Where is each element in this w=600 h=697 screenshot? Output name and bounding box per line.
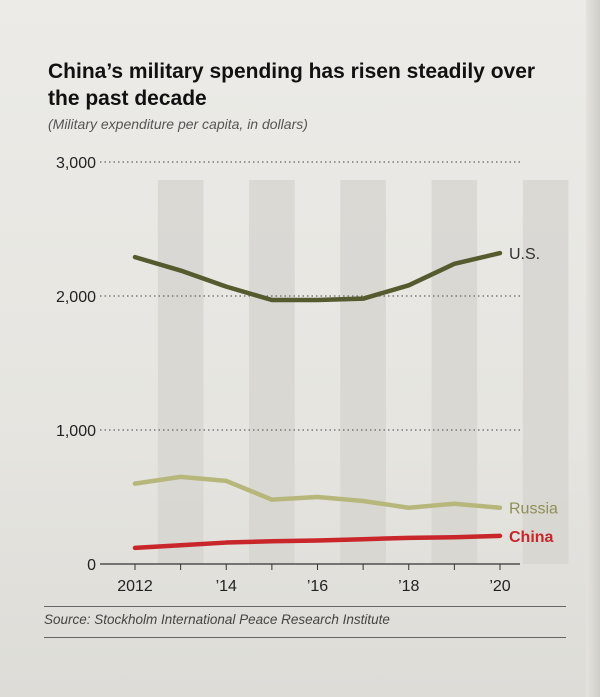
background-band xyxy=(340,180,386,564)
y-axis-ticks: 0 1,000 2,000 3,000 xyxy=(56,155,96,574)
chart-subtitle: (Military expenditure per capita, in dol… xyxy=(48,116,308,132)
x-tick-label: ’20 xyxy=(489,578,510,595)
series-line-china xyxy=(132,533,503,551)
background-band xyxy=(157,180,204,564)
series-label-us: U.S. xyxy=(509,246,540,263)
year-bands xyxy=(157,180,569,564)
x-tick-label: ’16 xyxy=(307,578,328,595)
y-tick-label: 0 xyxy=(87,557,96,574)
page-edge xyxy=(586,0,600,697)
y-tick-label: 3,000 xyxy=(56,155,96,172)
background-band xyxy=(431,180,478,564)
y-tick-label: 2,000 xyxy=(56,289,96,306)
x-axis: 2012 ’14 ’16 ’18 ’20 xyxy=(100,563,520,595)
source-note: Source: Stockholm International Peace Re… xyxy=(44,612,390,627)
source-bottom-rule xyxy=(44,637,566,638)
line-chart: 0 1,000 2,000 3,000 2012 ’14 ’16 ’18 ’20 U.S. Ru… xyxy=(56,155,569,595)
series-line-russia xyxy=(132,474,503,510)
x-tick-label: 2012 xyxy=(117,578,153,595)
x-tick-label: ’18 xyxy=(398,578,419,595)
series-label-china: China xyxy=(509,529,554,546)
y-tick-label: 1,000 xyxy=(56,423,96,440)
background-band xyxy=(249,180,295,564)
series-label-russia: Russia xyxy=(509,501,558,518)
series-lines xyxy=(132,250,503,551)
series-labels: U.S. Russia China xyxy=(509,246,558,546)
series-line-us xyxy=(132,250,503,303)
x-tick-label: ’14 xyxy=(216,578,237,595)
source-top-rule xyxy=(44,606,566,607)
chart-title: China’s military spending has risen stea… xyxy=(48,60,536,110)
background-band xyxy=(522,180,569,564)
